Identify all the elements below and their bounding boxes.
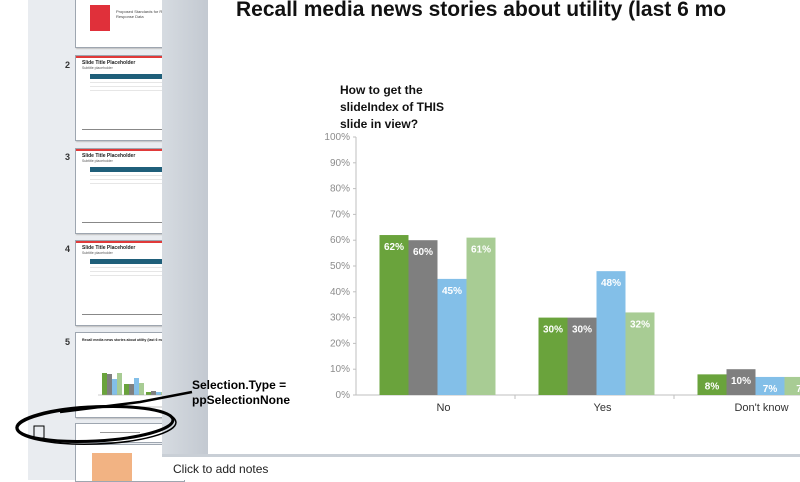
notes-pane[interactable]: Click to add notes	[162, 454, 800, 480]
thumbnail-subtitle: Subtitle placeholder	[82, 251, 113, 255]
x-category-label: No	[436, 402, 450, 414]
y-tick-label: 20%	[330, 338, 350, 349]
data-label: 45%	[442, 286, 462, 297]
callout-line-2: ppSelectionNone	[192, 393, 290, 408]
y-tick-label: 70%	[330, 209, 350, 220]
slide-number: 3	[65, 152, 70, 162]
y-tick-label: 10%	[330, 364, 350, 375]
data-label: 48%	[601, 278, 621, 289]
window-left-edge	[0, 0, 29, 480]
y-tick-label: 60%	[330, 235, 350, 246]
data-label: 30%	[572, 325, 592, 336]
data-label: 62%	[384, 242, 404, 253]
x-category-label: Yes	[594, 402, 612, 414]
slide-number: 5	[65, 337, 70, 347]
slide-thumbnail-pane[interactable]: Proposed Standards for Rapid Response Da…	[28, 0, 162, 480]
notes-placeholder[interactable]: Click to add notes	[173, 462, 268, 476]
data-label: 61%	[471, 245, 491, 256]
data-label: 30%	[543, 325, 563, 336]
bar-chart[interactable]: 0% 10% 20% 30% 40% 50% 60% 70% 80% 90% 100% 62% 60% 4…	[208, 0, 800, 454]
x-category-label: Don't know	[734, 402, 788, 414]
thumbnail-table	[90, 259, 166, 281]
chart-bar	[380, 235, 409, 395]
thumbnail-subtitle: Subtitle placeholder	[82, 159, 113, 163]
slide-number: 2	[65, 60, 70, 70]
data-label: 10%	[731, 376, 751, 387]
y-tick-label: 30%	[330, 313, 350, 324]
annotation-callout: Selection.Type = ppSelectionNone	[192, 378, 290, 408]
thumbnail-orange-block	[92, 453, 132, 481]
chart-bar	[409, 240, 438, 395]
thumbnail-table	[90, 167, 166, 189]
slide-editing-area[interactable]: Recall media news stories about utility …	[208, 0, 800, 454]
data-label: 7%	[763, 384, 778, 395]
data-label: 32%	[630, 319, 650, 330]
data-label: 60%	[413, 247, 433, 258]
y-tick-label: 0%	[336, 390, 351, 401]
cover-red-block	[90, 5, 110, 31]
thumbnail-subtitle: Subtitle placeholder	[82, 66, 113, 70]
y-tick-label: 80%	[330, 184, 350, 195]
chart-bar	[597, 271, 626, 395]
data-label: 7	[796, 384, 800, 395]
y-tick-label: 90%	[330, 158, 350, 169]
y-tick-label: 40%	[330, 287, 350, 298]
chart-bar	[467, 238, 496, 395]
y-tick-label: 100%	[324, 132, 350, 143]
y-tick-label: 50%	[330, 261, 350, 272]
data-label: 8%	[705, 381, 720, 392]
slide-number: 4	[65, 244, 70, 254]
thumbnail-table	[90, 74, 166, 96]
callout-line-1: Selection.Type =	[192, 378, 290, 393]
